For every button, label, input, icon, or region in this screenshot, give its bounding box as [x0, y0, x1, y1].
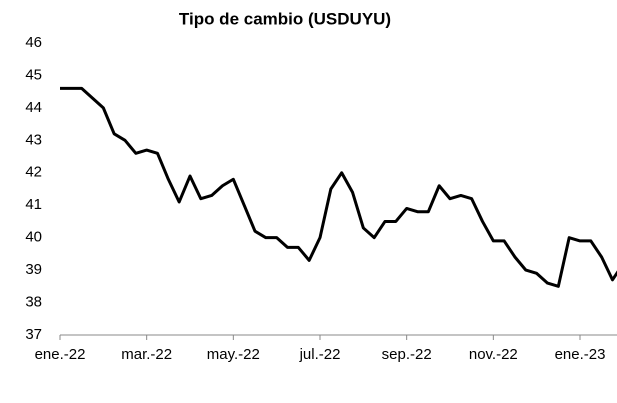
y-tick-label: 44 — [25, 99, 42, 116]
y-tick-label: 46 — [25, 34, 42, 51]
chart-title: Tipo de cambio (USDUYU) — [179, 9, 391, 28]
y-tick-label: 45 — [25, 66, 42, 83]
x-tick-label: ene.-23 — [555, 346, 606, 363]
x-tick-label: mar.-22 — [121, 346, 172, 363]
y-tick-label: 41 — [25, 196, 42, 213]
y-tick-label: 39 — [25, 261, 42, 278]
y-tick-label: 37 — [25, 326, 42, 343]
y-tick-label: 38 — [25, 294, 42, 311]
x-tick-label: jul.-22 — [299, 346, 341, 363]
y-tick-label: 42 — [25, 164, 42, 181]
x-tick-label: ene.-22 — [35, 346, 86, 363]
x-tick-label: nov.-22 — [469, 346, 518, 363]
y-tick-label: 40 — [25, 229, 42, 246]
y-tick-label: 43 — [25, 131, 42, 148]
x-tick-label: sep.-22 — [382, 346, 432, 363]
line — [60, 86, 617, 288]
x-tick-label: may.-22 — [207, 346, 260, 363]
